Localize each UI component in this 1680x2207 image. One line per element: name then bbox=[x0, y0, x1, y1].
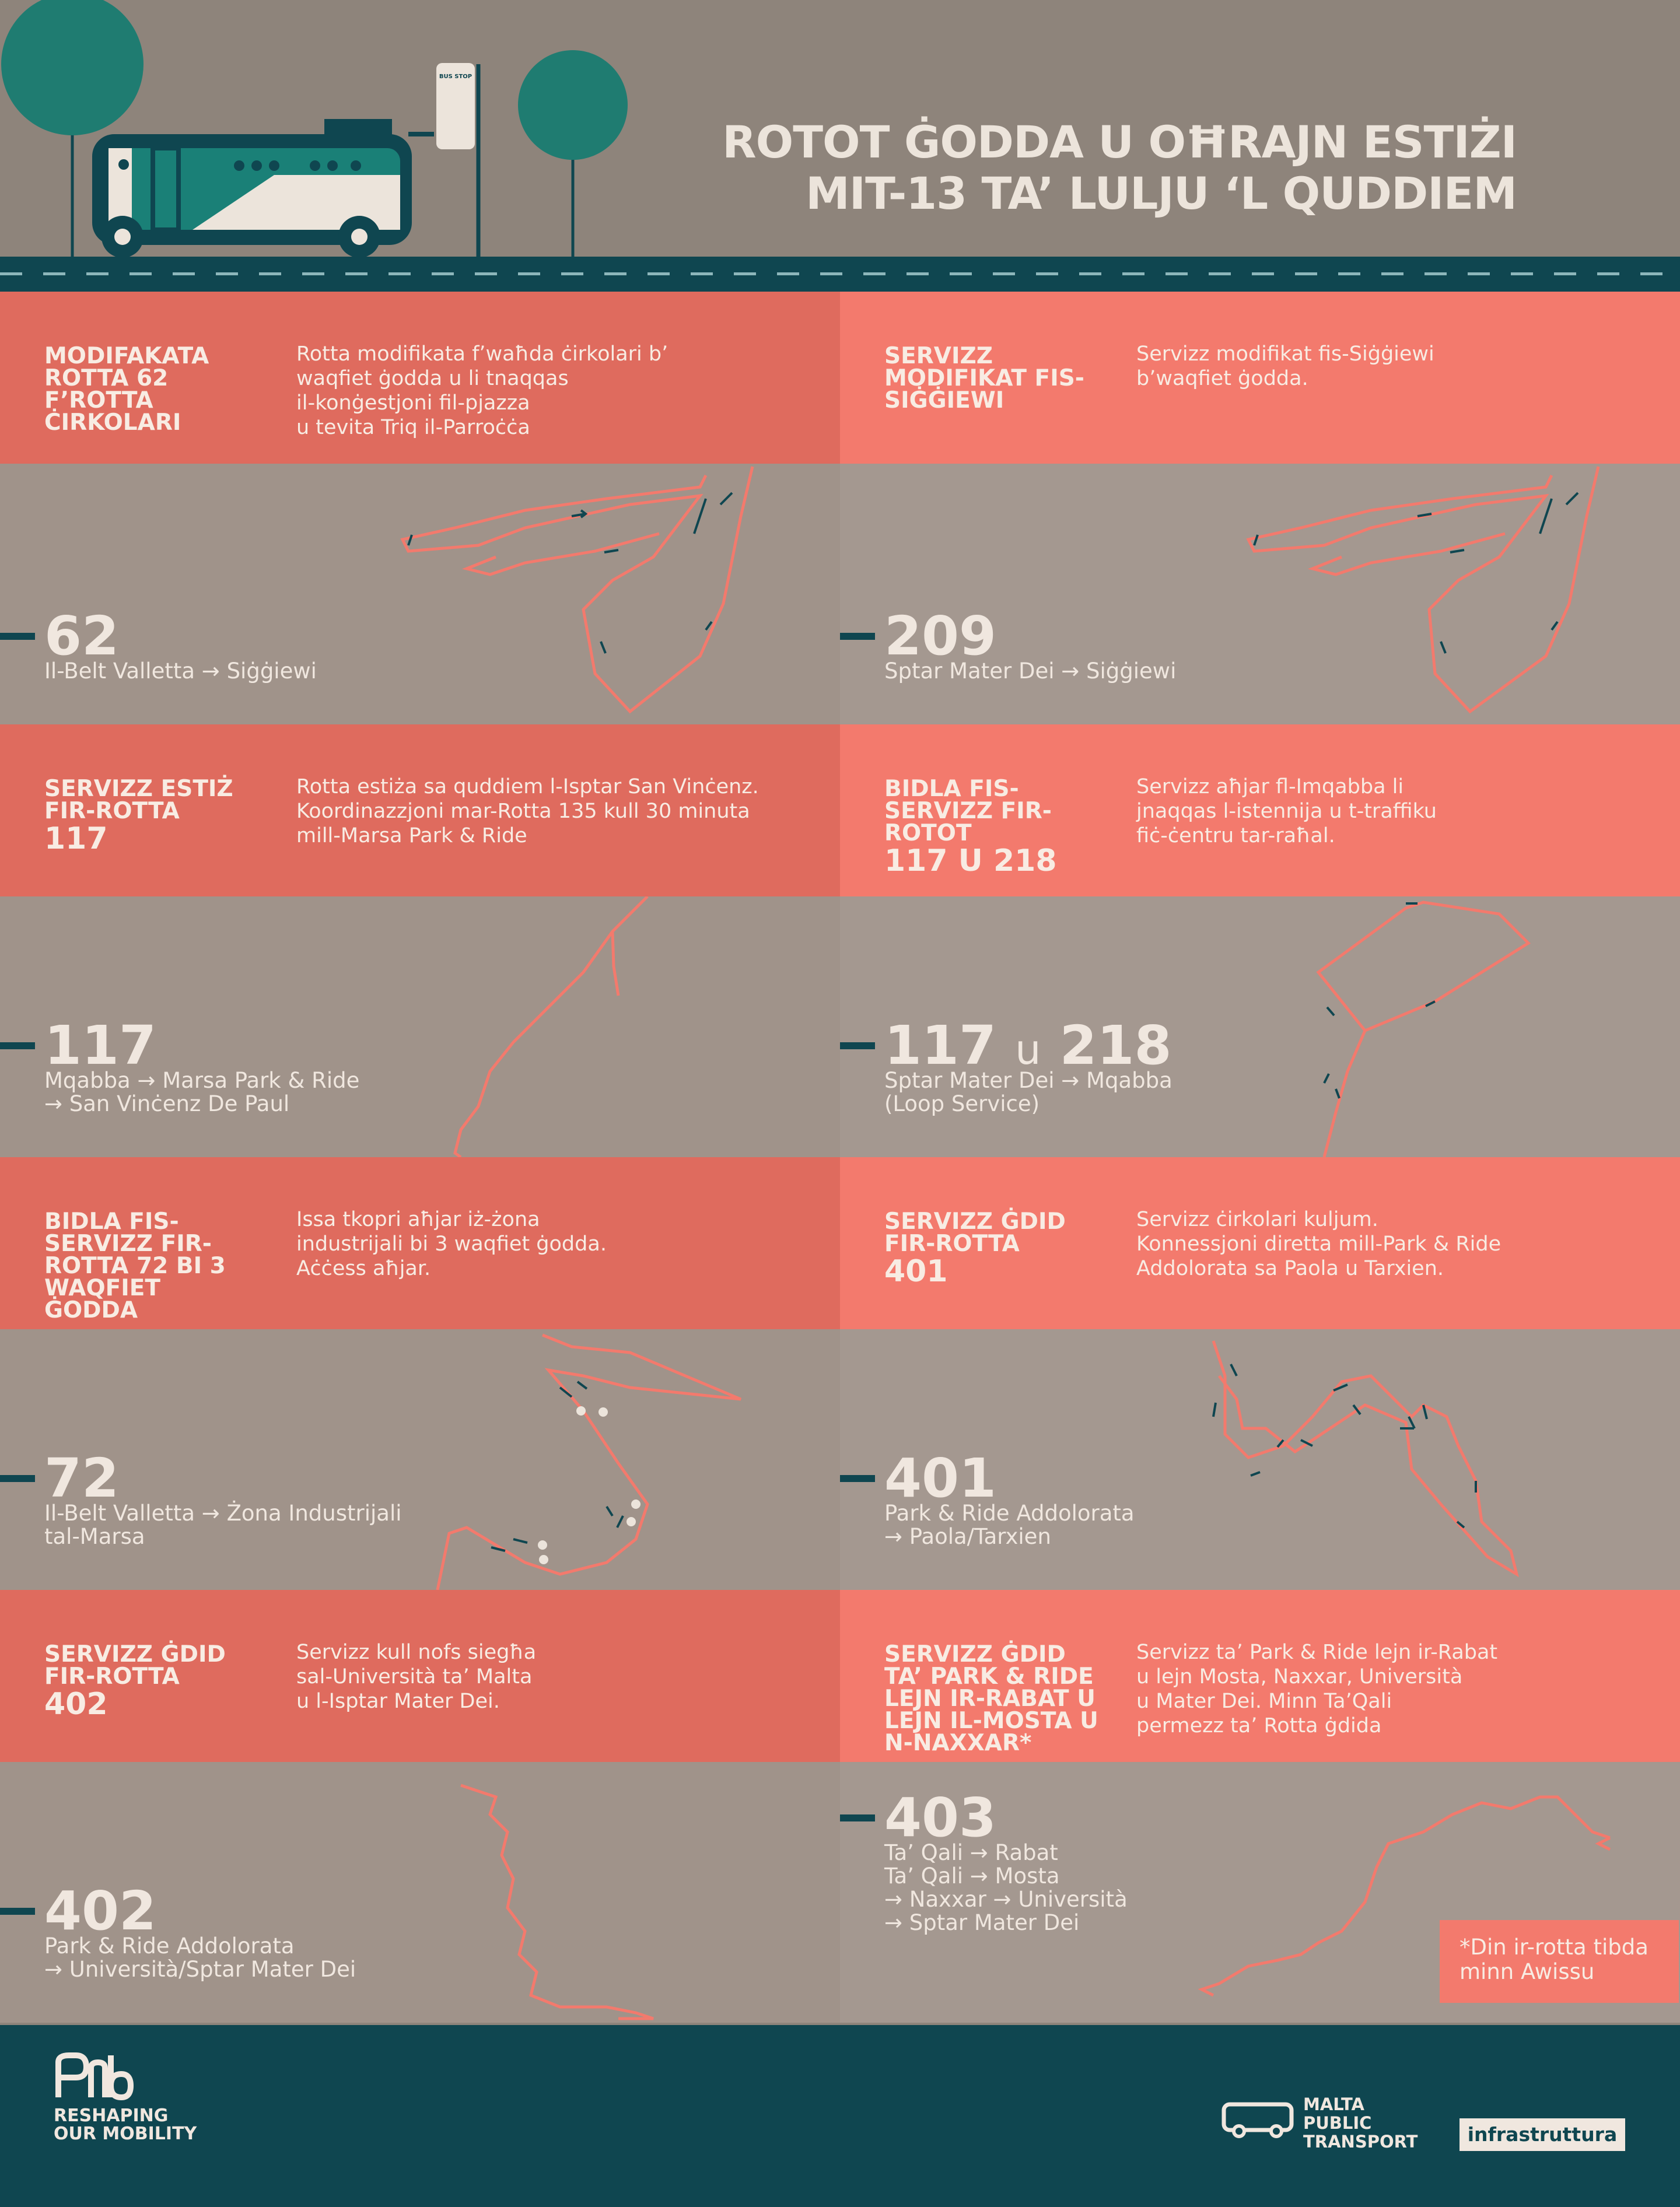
route-heading: SERVIZZ MODIFIKAT FIS-SIĠĠIEWI bbox=[884, 343, 1084, 414]
route-info-band: SERVIZZ ĠDID FIR-ROTTA 401 Servizz ċirkol… bbox=[840, 1157, 1680, 1329]
route-heading: SERVIZZ ĠDID FIR-ROTTA 402 bbox=[44, 1643, 260, 1722]
route-line-403 bbox=[1198, 1795, 1611, 1997]
route-map: 117 u 218 Sptar Mater Dei → Mqabba (Loop… bbox=[840, 896, 1680, 1157]
route-tick bbox=[0, 1908, 35, 1915]
route-line-62 bbox=[400, 466, 754, 714]
route-destination: Park & Ride Addolorata → Università/Spta… bbox=[44, 1933, 356, 1982]
route-description: Servizz modifikat fis-Siġġiewi b’waqfiet… bbox=[1136, 342, 1434, 390]
bus-stop-label: BUS STOP bbox=[439, 73, 473, 80]
route-destination: Sptar Mater Dei → Siġġiewi bbox=[884, 658, 1177, 684]
route-number: 117 u 218 bbox=[884, 1014, 1172, 1077]
route-line-401 bbox=[1212, 1340, 1519, 1578]
route-destination: Sptar Mater Dei → Mqabba (Loop Service) bbox=[884, 1068, 1172, 1116]
title-line-2: MIT-13 TA’ LULJU ‘L QUDDIEM bbox=[806, 167, 1517, 219]
route-heading-number: 117 u 218 bbox=[884, 843, 1057, 878]
road bbox=[0, 257, 1680, 292]
bus-illustration bbox=[1, 0, 628, 257]
route-number: 72 bbox=[44, 1447, 120, 1509]
route-heading: BIDLA FIS-SERVIZZ FIR-ROTTA 72 BI 3 WAQF… bbox=[44, 1208, 226, 1323]
route-tick bbox=[0, 1042, 35, 1049]
route-line-402 bbox=[460, 1784, 654, 2020]
route-map: 72 Il-Belt Valletta → Żona Industrijali … bbox=[0, 1329, 840, 1590]
route-destination: Ta’ Qali → Rabat Ta’ Qali → Mosta → Naxx… bbox=[884, 1840, 1128, 1935]
rom-logo-text: RESHAPING OUR MOBILITY bbox=[54, 2106, 197, 2144]
route-tick bbox=[840, 1042, 875, 1049]
route-number: 401 bbox=[884, 1447, 997, 1509]
tree-icon bbox=[1, 0, 144, 135]
route-info-band: MODIFAKATA ROTTA 62 F’ROTTA ĊIRKOLARI Ro… bbox=[0, 292, 840, 464]
route-destination: Mqabba → Marsa Park & Ride → San Vinċenz… bbox=[44, 1068, 360, 1116]
route-description: Servizz ta’ Park & Ride lejn ir-Rabat u … bbox=[1136, 1641, 1498, 1737]
route-heading-number: 402 bbox=[44, 1687, 108, 1722]
route-map: 401 Park & Ride Addolorata → Paola/Tarxi… bbox=[840, 1329, 1680, 1590]
route-heading: SERVIZZ ĠDID TA’ PARK & RIDE LEJN IR-RAB… bbox=[884, 1641, 1098, 1756]
route-map: 402 Park & Ride Addolorata → Università/… bbox=[0, 1762, 840, 2023]
route-number: 117 bbox=[44, 1014, 157, 1077]
route-info-band: BIDLA FIS-SERVIZZ FIR-ROTTA 72 BI 3 WAQF… bbox=[0, 1157, 840, 1329]
route-info-band: SERVIZZ ĠDID FIR-ROTTA 402 Servizz kull n… bbox=[0, 1590, 840, 1762]
route-description: Rotta estiża sa quddiem l-Isptar San Vin… bbox=[296, 775, 759, 847]
route-403-note: *Din ir-rotta tibda minn Awissu bbox=[1440, 1920, 1679, 2003]
route-line-72 bbox=[436, 1333, 741, 1590]
route-info-band: SERVIZZ ESTIŻ FIR-ROTTA 117 Rotta estiża … bbox=[0, 724, 840, 896]
route-destination: Park & Ride Addolorata → Paola/Tarxien bbox=[884, 1501, 1135, 1549]
route-tick bbox=[0, 633, 35, 640]
route-info-band: SERVIZZ MODIFIKAT FIS-SIĠĠIEWI Servizz m… bbox=[840, 292, 1680, 464]
route-number: 209 bbox=[884, 605, 997, 667]
route-number: 403 bbox=[884, 1786, 997, 1849]
routes-grid: MODIFAKATA ROTTA 62 F’ROTTA ĊIRKOLARI Ro… bbox=[0, 292, 1680, 2025]
route-tick bbox=[840, 633, 875, 640]
route-number: 62 bbox=[44, 605, 120, 667]
route-description: Servizz kull nofs siegħa sal-Università … bbox=[296, 1641, 537, 1713]
route-line-117 bbox=[453, 896, 649, 1157]
route-map: 117 Mqabba → Marsa Park & Ride → San Vin… bbox=[0, 896, 840, 1157]
tree-icon bbox=[518, 50, 628, 160]
route-tick bbox=[0, 1475, 35, 1482]
title-line-1: ROTOT ĠODDA U OĦRAJN ESTIŻI bbox=[722, 116, 1517, 168]
route-info-band: BIDLA FIS-SERVIZZ FIR-ROTOT 117 u 218 Ser… bbox=[840, 724, 1680, 896]
route-heading: SERVIZZ ESTIŻ FIR-ROTTA 117 bbox=[44, 777, 260, 856]
route-heading-number: 401 bbox=[884, 1254, 948, 1289]
route-tick bbox=[840, 1475, 875, 1482]
route-number: 402 bbox=[44, 1880, 157, 1942]
mpt-bus-icon bbox=[1222, 2102, 1294, 2138]
header: BUS STOP ROTOT ĠODDA U OĦRAJN ESTIŻI MIT… bbox=[0, 0, 1680, 257]
route-info-band: SERVIZZ ĠDID TA’ PARK & RIDE LEJN IR-RAB… bbox=[840, 1590, 1680, 1762]
route-heading: MODIFAKATA ROTTA 62 F’ROTTA ĊIRKOLARI bbox=[44, 343, 209, 436]
route-description: Rotta modifikata f’waħda ċirkolari b’ wa… bbox=[296, 342, 668, 439]
route-description: Servizz ċirkolari kuljum. Konnessjoni di… bbox=[1136, 1208, 1502, 1280]
route-description: Servizz aħjar fl-Imqabba li jnaqqas l-is… bbox=[1136, 775, 1437, 847]
bus-stop-sign bbox=[436, 63, 475, 149]
route-line-209 bbox=[1246, 466, 1600, 714]
route-heading: SERVIZZ ĠDID FIR-ROTTA 401 bbox=[884, 1210, 1100, 1289]
route-map: 209 Sptar Mater Dei → Siġġiewi bbox=[840, 464, 1680, 724]
footer: RESHAPING OUR MOBILITY MALTA PUBLIC TRAN… bbox=[0, 2025, 1680, 2207]
route-destination: Il-Belt Valletta → Siġġiewi bbox=[44, 658, 317, 684]
route-line-117-218 bbox=[1316, 901, 1531, 1157]
route-heading: BIDLA FIS-SERVIZZ FIR-ROTOT 117 u 218 bbox=[884, 777, 1100, 878]
infrastruttura-logo: infrastruttura bbox=[1460, 2118, 1625, 2151]
route-destination: Il-Belt Valletta → Żona Industrijali tal… bbox=[44, 1501, 402, 1549]
route-tick bbox=[840, 1814, 875, 1821]
route-heading-number: 117 bbox=[44, 821, 108, 856]
mpt-logo-text: MALTA PUBLIC TRANSPORT bbox=[1303, 2094, 1418, 2152]
route-description: Issa tkopri aħjar iż-żona industrijali b… bbox=[296, 1208, 607, 1280]
page-title: ROTOT ĠODDA U OĦRAJN ESTIŻI MIT-13 TA’ L… bbox=[722, 117, 1517, 219]
rom-logo-icon bbox=[55, 2052, 134, 2101]
road-dashes bbox=[0, 272, 1680, 275]
route-map: 62 Il-Belt Valletta → Siġġiewi bbox=[0, 464, 840, 724]
